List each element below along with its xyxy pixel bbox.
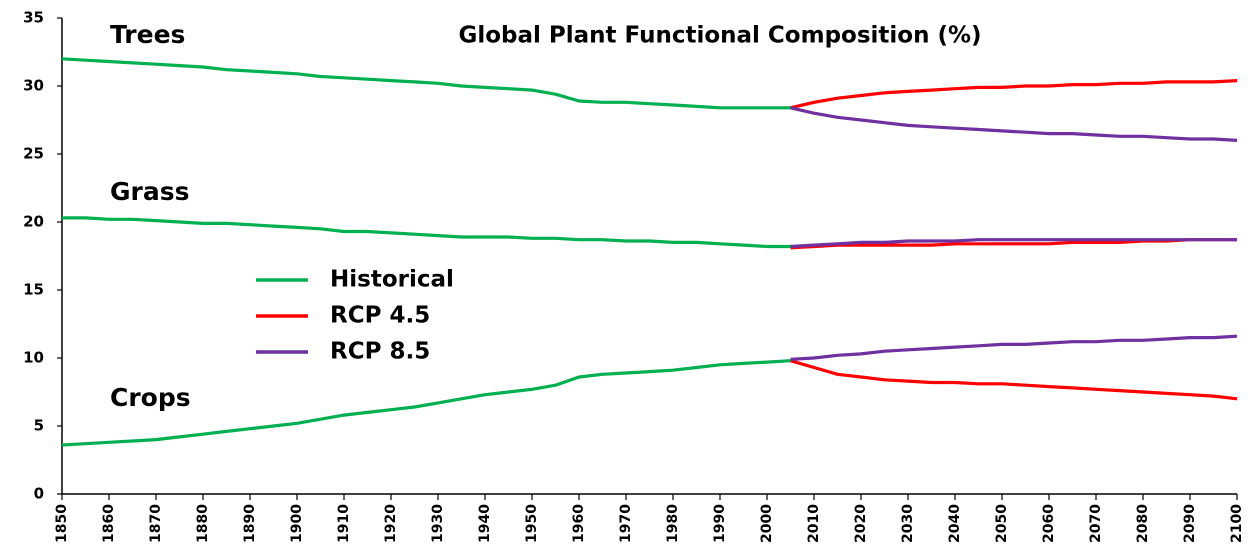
x-tick-label: 1970 (618, 504, 634, 543)
x-tick-label: 2030 (900, 504, 916, 543)
x-tick-label: 1880 (195, 504, 211, 543)
y-tick-label: 0 (34, 485, 44, 503)
series-line (790, 359, 1238, 401)
x-tick-label: 1890 (242, 504, 258, 543)
y-tick-label: 25 (23, 145, 44, 163)
x-tick-label: 2050 (994, 504, 1010, 543)
series-line (61, 359, 791, 447)
legend-label: Historical (330, 267, 454, 293)
series-line (790, 334, 1238, 361)
series-line (61, 57, 791, 110)
series-line (790, 238, 1237, 249)
group-label: Crops (110, 383, 191, 412)
y-tick-label: 30 (23, 77, 44, 95)
y-tick-label: 10 (23, 349, 44, 367)
x-tick-label: 2070 (1088, 504, 1104, 543)
x-tick-label: 1920 (383, 504, 399, 543)
x-tick-label: 1960 (571, 504, 587, 543)
x-tick-label: 2060 (1041, 504, 1057, 543)
group-label: Trees (110, 20, 185, 49)
x-tick-label: 1910 (336, 504, 352, 543)
x-tick-label: 2040 (947, 504, 963, 543)
series-line (790, 106, 1238, 142)
x-tick-label: 2010 (806, 504, 822, 543)
series-line (790, 79, 1238, 110)
x-tick-label: 1940 (477, 504, 493, 543)
x-tick-label: 1950 (524, 504, 540, 543)
x-tick-label: 1930 (430, 504, 446, 543)
legend-label: RCP 8.5 (330, 339, 430, 365)
x-tick-label: 1900 (289, 504, 305, 543)
x-tick-label: 2090 (1182, 504, 1198, 543)
series-line (62, 216, 791, 249)
x-tick-label: 2080 (1135, 504, 1151, 543)
x-tick-label: 1850 (54, 504, 70, 543)
x-tick-label: 1860 (101, 504, 117, 543)
legend-label: RCP 4.5 (330, 303, 430, 329)
y-tick-label: 5 (34, 417, 44, 435)
y-tick-label: 35 (23, 9, 44, 27)
x-tick-label: 2000 (759, 504, 775, 543)
y-tick-label: 20 (23, 213, 44, 231)
x-tick-label: 1990 (712, 504, 728, 543)
group-label: Grass (110, 177, 189, 206)
y-tick-label: 15 (23, 281, 44, 299)
x-tick-label: 2020 (853, 504, 869, 543)
x-tick-label: 1980 (665, 504, 681, 543)
x-tick-label: 2100 (1229, 504, 1245, 543)
chart-title: Global Plant Functional Composition (%) (458, 23, 981, 49)
x-tick-label: 1870 (148, 504, 164, 543)
